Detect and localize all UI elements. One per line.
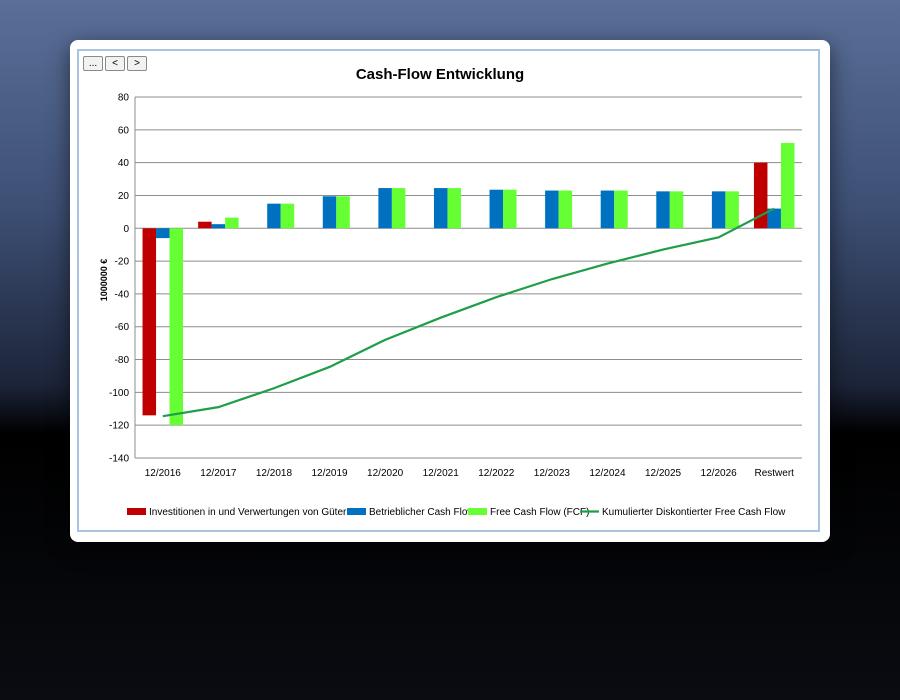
y-tick-label: -100 bbox=[109, 388, 129, 399]
legend-label: Betrieblicher Cash Flow bbox=[369, 507, 475, 518]
gridlines bbox=[134, 96, 802, 459]
x-tick-label: 12/2017 bbox=[200, 468, 237, 479]
bar bbox=[600, 190, 615, 229]
y-tick-label: 60 bbox=[118, 125, 130, 136]
x-tick-label: 12/2018 bbox=[256, 468, 293, 479]
y-tick-label: -140 bbox=[109, 454, 129, 465]
bar bbox=[391, 188, 406, 229]
x-axis-ticks: 12/2016 12/2017 12/2018 12/2019 12/2020 12/20… bbox=[145, 468, 794, 479]
y-tick-label: -120 bbox=[109, 421, 129, 432]
x-tick-label: 12/2022 bbox=[478, 468, 515, 479]
legend-swatch bbox=[347, 508, 366, 515]
y-tick-label: -20 bbox=[115, 257, 130, 268]
bar bbox=[280, 203, 295, 229]
y-axis-label: 1000000 € bbox=[99, 259, 109, 302]
bar bbox=[545, 190, 559, 229]
y-tick-label: 0 bbox=[123, 224, 129, 235]
bar bbox=[780, 142, 795, 229]
bar bbox=[336, 196, 350, 229]
bar bbox=[447, 188, 461, 229]
bar bbox=[142, 228, 157, 416]
y-tick-label: 80 bbox=[118, 93, 130, 104]
cash-flow-chart: Cash-Flow Entwicklung 1000000 € 80 60 40 20… bbox=[99, 66, 802, 518]
bars bbox=[142, 142, 795, 426]
x-tick-label: 12/2026 bbox=[701, 468, 738, 479]
x-tick-label: 12/2016 bbox=[145, 468, 182, 479]
bar bbox=[198, 221, 212, 229]
chart-reflection: Cash-Flow Entwicklung 1000000 € 80604020… bbox=[70, 548, 830, 700]
chart-card: ∙∙∙∙ ∙∙∙∙ ∙∙∙∙ ∙∙∙∙ Cash-Flow Entwicklun… bbox=[70, 40, 830, 542]
x-tick-label: 12/2019 bbox=[311, 468, 348, 479]
x-tick-label: 12/2024 bbox=[589, 468, 626, 479]
bar bbox=[267, 203, 281, 229]
more-button[interactable]: ... bbox=[83, 56, 103, 71]
bar bbox=[225, 217, 239, 229]
y-tick-label: 20 bbox=[118, 191, 130, 202]
bar bbox=[656, 191, 670, 229]
y-tick-label: 40 bbox=[118, 158, 130, 169]
legend-label: Kumulierter Diskontierter Free Cash Flow bbox=[602, 507, 786, 518]
legend-label: Free Cash Flow (FCF) bbox=[490, 507, 589, 518]
bar bbox=[322, 196, 337, 229]
cumulative-dcf-line bbox=[162, 207, 775, 418]
y-tick-label: -40 bbox=[115, 289, 130, 300]
bar bbox=[725, 191, 739, 229]
y-tick-label: -80 bbox=[115, 355, 130, 366]
x-tick-label: 12/2020 bbox=[367, 468, 404, 479]
legend-swatch bbox=[468, 508, 487, 515]
previous-button[interactable]: < bbox=[105, 56, 125, 71]
bar bbox=[614, 190, 628, 229]
chart-frame: Cash-Flow Entwicklung 1000000 € 80 60 40 20… bbox=[77, 49, 820, 532]
x-tick-label: 12/2023 bbox=[534, 468, 571, 479]
x-tick-label: Restwert bbox=[754, 468, 794, 479]
bar bbox=[378, 188, 392, 229]
bar bbox=[169, 228, 184, 426]
chart-title: Cash-Flow Entwicklung bbox=[356, 66, 524, 83]
bar bbox=[669, 191, 684, 229]
bar bbox=[211, 224, 226, 229]
y-axis-ticks: 80 60 40 20 0 -20 -40 -60 -80 -100 -120 -140 bbox=[109, 93, 129, 465]
next-button[interactable]: > bbox=[127, 56, 147, 71]
bar bbox=[767, 208, 781, 229]
bar bbox=[489, 189, 504, 229]
legend: Investitionen in und Verwertungen von Gü… bbox=[127, 507, 786, 518]
bar bbox=[433, 188, 448, 229]
bar bbox=[156, 228, 170, 239]
legend-label: Investitionen in und Verwertungen von Gü… bbox=[149, 507, 352, 518]
x-tick-label: 12/2025 bbox=[645, 468, 682, 479]
bar bbox=[503, 189, 517, 229]
cumulative-line bbox=[162, 207, 775, 418]
y-tick-label: -60 bbox=[115, 322, 130, 333]
x-tick-label: 12/2021 bbox=[423, 468, 460, 479]
legend-swatch bbox=[127, 508, 146, 515]
bar bbox=[753, 162, 768, 229]
bar bbox=[558, 190, 573, 229]
bar bbox=[711, 191, 726, 229]
